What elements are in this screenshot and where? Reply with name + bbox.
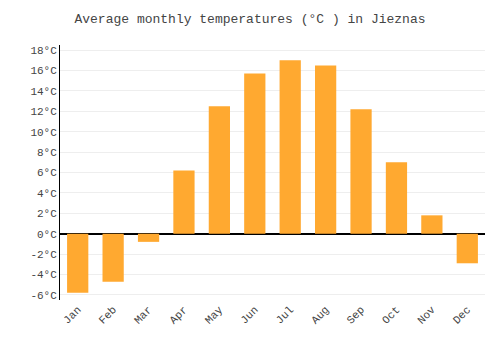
svg-text:May: May bbox=[203, 304, 226, 327]
svg-text:Jan: Jan bbox=[61, 304, 83, 326]
svg-text:-2°C: -2°C bbox=[30, 249, 57, 261]
svg-text:-4°C: -4°C bbox=[30, 269, 57, 281]
svg-text:Jun: Jun bbox=[238, 304, 260, 326]
svg-text:Nov: Nov bbox=[415, 304, 438, 327]
svg-text:14°C: 14°C bbox=[30, 86, 57, 98]
svg-text:12°C: 12°C bbox=[30, 106, 57, 118]
svg-text:Oct: Oct bbox=[380, 304, 402, 326]
svg-text:Jul: Jul bbox=[274, 304, 296, 326]
svg-text:Dec: Dec bbox=[451, 304, 473, 326]
svg-text:6°C: 6°C bbox=[37, 167, 57, 179]
svg-text:Apr: Apr bbox=[167, 304, 189, 326]
svg-text:2°C: 2°C bbox=[37, 208, 57, 220]
svg-text:16°C: 16°C bbox=[30, 65, 57, 77]
svg-text:10°C: 10°C bbox=[30, 127, 57, 139]
svg-text:Mar: Mar bbox=[132, 304, 154, 326]
svg-text:Average monthly temperatures (: Average monthly temperatures (°C ) in Ji… bbox=[74, 12, 425, 27]
svg-text:18°C: 18°C bbox=[30, 45, 57, 57]
svg-text:Sep: Sep bbox=[345, 304, 367, 326]
svg-text:4°C: 4°C bbox=[37, 188, 57, 200]
svg-text:Feb: Feb bbox=[97, 304, 119, 326]
svg-text:8°C: 8°C bbox=[37, 147, 57, 159]
svg-text:Aug: Aug bbox=[309, 304, 331, 326]
svg-text:0°C: 0°C bbox=[37, 229, 57, 241]
svg-text:-6°C: -6°C bbox=[30, 290, 57, 302]
